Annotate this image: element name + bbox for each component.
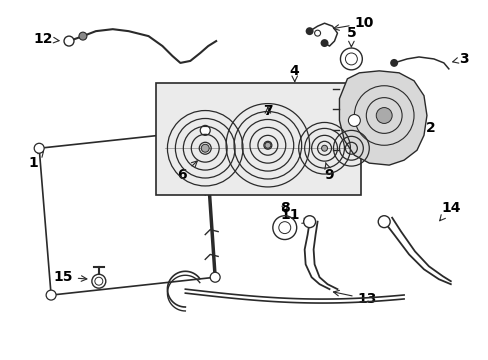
Circle shape <box>92 274 105 288</box>
Text: 11: 11 <box>280 208 307 223</box>
Polygon shape <box>155 83 361 195</box>
Text: 15: 15 <box>53 270 87 284</box>
Circle shape <box>210 272 220 282</box>
Circle shape <box>34 143 44 153</box>
Polygon shape <box>39 130 215 295</box>
Circle shape <box>377 216 389 228</box>
Polygon shape <box>339 71 426 165</box>
Circle shape <box>320 39 328 47</box>
Text: 1: 1 <box>28 151 43 170</box>
Text: 2: 2 <box>409 121 435 135</box>
Text: 5: 5 <box>346 26 356 47</box>
Circle shape <box>389 59 397 67</box>
Circle shape <box>375 108 391 123</box>
Circle shape <box>264 142 270 148</box>
Polygon shape <box>43 134 211 291</box>
Text: 13: 13 <box>333 291 376 306</box>
Circle shape <box>79 32 87 40</box>
Text: 3: 3 <box>452 52 468 66</box>
Text: 10: 10 <box>333 16 373 30</box>
Circle shape <box>64 36 74 46</box>
Text: 14: 14 <box>439 201 460 221</box>
Text: 6: 6 <box>177 161 197 182</box>
Text: 4: 4 <box>289 64 299 81</box>
Text: 7: 7 <box>263 104 272 118</box>
Circle shape <box>201 144 209 152</box>
Circle shape <box>46 290 56 300</box>
Circle shape <box>321 145 327 151</box>
Text: 8: 8 <box>279 201 289 215</box>
Text: 12: 12 <box>33 32 59 46</box>
Text: 9: 9 <box>324 163 334 182</box>
Circle shape <box>303 216 315 228</box>
Circle shape <box>347 114 360 126</box>
Circle shape <box>305 27 313 35</box>
Circle shape <box>200 125 210 135</box>
